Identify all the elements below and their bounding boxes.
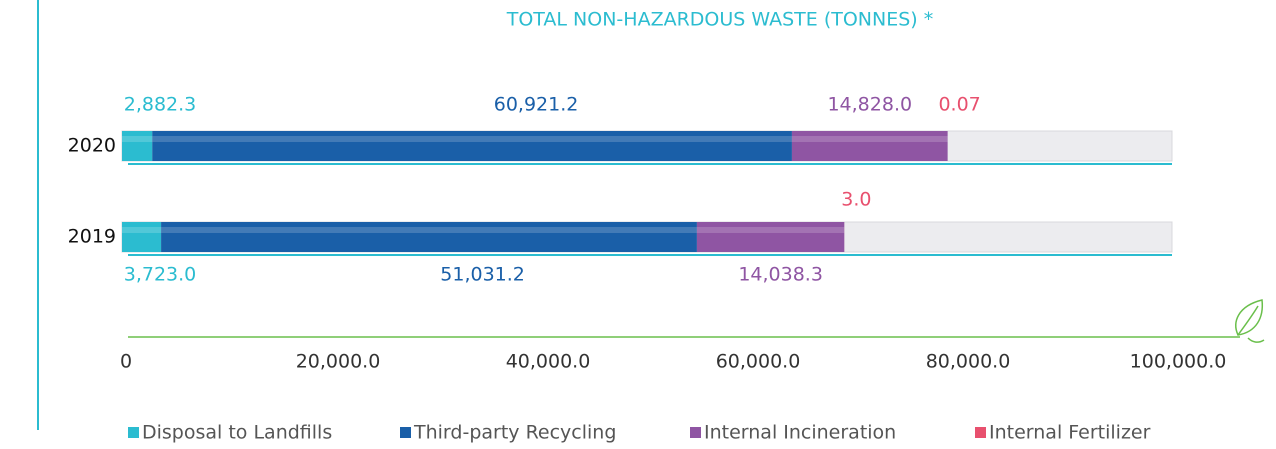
x-tick-label: 20,000.0 (296, 351, 381, 373)
bar-segment (696, 222, 845, 252)
legend-label: Internal Fertilizer (989, 422, 1151, 444)
y-tick-label: 2019 (68, 226, 116, 248)
y-tick-label: 2020 (68, 135, 116, 157)
bar-sheen (122, 227, 162, 233)
bar-sheen (122, 136, 153, 142)
x-tick-label: 60,000.0 (716, 351, 801, 373)
legend-swatch (975, 427, 986, 438)
legend-swatch (128, 427, 139, 438)
bar-segment (122, 131, 153, 161)
bar-sheen (152, 136, 792, 142)
bar-segment (791, 131, 948, 161)
value-label: 3.0 (841, 189, 871, 211)
value-label: 3,723.0 (124, 264, 197, 286)
value-label: 60,921.2 (494, 94, 579, 116)
legend-label: Disposal to Landfills (142, 422, 332, 444)
legend-swatch (690, 427, 701, 438)
legend-label: Internal Incineration (704, 422, 896, 444)
value-label: 51,031.2 (440, 264, 525, 286)
bar-segment (122, 222, 162, 252)
x-tick-label: 40,000.0 (506, 351, 591, 373)
bar-sheen (161, 227, 697, 233)
value-label: 0.07 (938, 94, 980, 116)
value-label: 14,828.0 (827, 94, 912, 116)
bar-sheen (696, 227, 845, 233)
bar-segment (152, 131, 792, 161)
value-label: 14,038.3 (738, 264, 823, 286)
bar-sheen (791, 136, 948, 142)
legend-label: Third-party Recycling (413, 422, 616, 444)
leaf-icon (1235, 299, 1265, 343)
x-tick-label: 80,000.0 (926, 351, 1011, 373)
value-label: 2,882.3 (124, 94, 197, 116)
legend-swatch (400, 427, 411, 438)
chart-title: TOTAL NON-HAZARDOUS WASTE (TONNES) * (506, 9, 934, 31)
bar-segment (161, 222, 697, 252)
x-tick-label: 100,000.0 (1130, 351, 1227, 373)
x-tick-label: 0 (120, 351, 132, 373)
